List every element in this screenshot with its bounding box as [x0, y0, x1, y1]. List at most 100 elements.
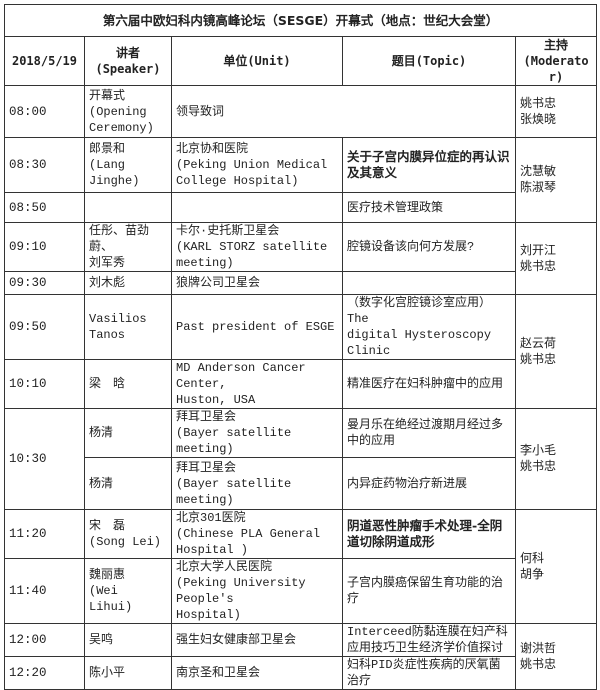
time-cell: 09:30 — [4, 271, 85, 295]
unit-cell-line: (KARL STORZ satellite — [176, 240, 328, 254]
topic-cell-line: 疗 — [347, 592, 360, 606]
speaker-cell: 宋 磊 (Song Lei) — [84, 509, 172, 559]
table-row: 10:10 梁 晗 MD Anderson Cancer Center, Huston… — [4, 359, 597, 409]
unit-cell: 北京301医院 (Chinese PLA General Hospital ) — [171, 509, 343, 559]
moderator-cell-line: 姚书忠 — [520, 657, 557, 672]
speaker-cell-line: Tanos — [89, 328, 126, 342]
unit-cell-line: (Chinese PLA General — [176, 527, 321, 541]
moderator-cell: 沈慧敏 陈淑琴 — [514, 137, 598, 223]
table-row: 09:50 Vasilios Tanos Past president of ESGE… — [4, 294, 598, 409]
time-cell: 08:00 — [4, 85, 85, 138]
unit-cell-line: 北京协和医院 — [176, 142, 249, 156]
topic-cell-line: 应用技巧卫生经济学价值探讨 — [347, 641, 504, 655]
speaker-cell-line: Ceremony) — [89, 120, 154, 135]
moderator-cell: 刘开江 姚书忠 — [514, 222, 598, 295]
table-row: 12:20 陈小平 南京圣和卫星会 妇科PID炎症性疾病的厌氧菌 治疗 — [4, 656, 597, 690]
moderator-cell-line: 姚书忠 — [520, 96, 557, 111]
speaker-cell-line: 宋 磊 — [89, 519, 126, 533]
time-cell: 08:50 — [4, 192, 85, 223]
topic-cell-line: 曼月乐在绝经过渡期月经过多 — [347, 418, 504, 432]
table-row: 10:30 杨清 拜耳卫星会 (Bayer satellite meeting) 曼月乐… — [4, 408, 598, 510]
speaker-cell-line: 刘军秀 — [89, 256, 126, 270]
moderator-cell-line: 何科 — [520, 551, 545, 566]
header-speaker-cn: 讲者 — [115, 46, 140, 60]
speaker-cell: 刘木彪 — [84, 271, 172, 295]
unit-cell: 南京圣和卫星会 — [171, 656, 343, 690]
moderator-cell-line: 姚书忠 — [520, 460, 557, 474]
unit-cell — [171, 192, 343, 223]
time-cell: 11:40 — [4, 558, 85, 624]
speaker-cell-line: 梁 晗 — [89, 377, 126, 391]
unit-cell-line: 北京301医院 — [176, 511, 246, 525]
unit-cell: MD Anderson Cancer Center, Huston, USA — [171, 359, 343, 409]
topic-cell-line: 阴道恶性肿瘤手术处理-全阴 — [347, 518, 503, 533]
topic-cell — [342, 271, 516, 295]
speaker-cell-line: 吴鸣 — [89, 633, 114, 647]
table-row: 09:10 任彤、苗劲蔚、刘军秀 卡尔·史托斯卫星会 (KARL STORZ sate… — [4, 222, 598, 295]
header-moderator-en: (Moderator) — [523, 54, 589, 84]
speaker-cell: 魏丽惠 (Wei Lihui) — [84, 558, 172, 624]
header-moderator: 主持 (Moderator) — [514, 36, 598, 86]
speaker-cell: 杨清 — [84, 408, 172, 458]
speaker-cell-line: 陈小平 — [89, 666, 126, 680]
unit-cell-line: 狼牌公司卫星会 — [176, 276, 261, 290]
speaker-cell-line: 刘木彪 — [89, 276, 126, 290]
unit-cell: 北京大学人民医院 (Peking University People's Hospi… — [171, 558, 343, 624]
unit-cell-line: 领导致词 — [176, 104, 225, 119]
time-cell: 10:10 — [4, 359, 85, 409]
speaker-cell: 杨清 — [84, 457, 172, 510]
header-date: 2018/5/19 — [4, 36, 85, 86]
unit-cell: 拜耳卫星会 (Bayer satellite meeting) — [171, 457, 343, 510]
speaker-cell: 陈小平 — [84, 656, 172, 690]
moderator-cell: 谢洪哲 姚书忠 — [514, 623, 598, 690]
header-topic: 题目(Topic) — [342, 36, 516, 86]
speaker-cell: Vasilios Tanos — [84, 294, 172, 360]
moderator-cell-line: 沈慧敏 — [520, 165, 557, 179]
unit-cell: 强生妇女健康部卫星会 — [171, 623, 343, 657]
topic-cell: 腔镜设备该向何方发展? — [342, 222, 516, 272]
unit-cell-line: (Bayer satellite meeting) — [176, 426, 292, 456]
unit-cell-line: 拜耳卫星会 — [176, 460, 237, 475]
page-title: 第六届中欧妇科内镜高峰论坛（SESGE）开幕式（地点：世纪大会堂） — [3, 4, 598, 37]
topic-cell: Interceed防黏连膜在妇产科 应用技巧卫生经济学价值探讨 — [342, 623, 516, 657]
table-row: 11:20 宋 磊 (Song Lei) 北京301医院 (Chinese PLA Ge… — [4, 509, 598, 624]
unit-cell-line: meeting) — [176, 256, 234, 270]
speaker-cell — [84, 192, 172, 223]
unit-cell-line: College Hospital) — [176, 174, 299, 188]
unit-cell-line: 北京大学人民医院 — [176, 560, 273, 574]
header-speaker-en: (Speaker) — [95, 62, 161, 76]
speaker-cell-line: Vasilios — [89, 312, 147, 326]
topic-cell: 内异症药物治疗新进展 — [342, 457, 516, 510]
speaker-cell-line: 任彤、苗劲蔚、 — [89, 224, 150, 254]
topic-cell: 精准医疗在妇科肿瘤中的应用 — [342, 359, 516, 409]
moderator-cell: 赵云荷 姚书忠 — [514, 294, 598, 409]
header-unit: 单位(Unit) — [171, 36, 343, 86]
moderator-cell-line: 刘开江 — [520, 243, 557, 258]
time-cell: 09:10 — [4, 222, 85, 272]
moderator-cell-line: 张焕晓 — [520, 112, 557, 127]
speaker-cell-line: 郎景和 — [89, 142, 126, 156]
schedule-table: 第六届中欧妇科内镜高峰论坛（SESGE）开幕式（地点：世纪大会堂） 2018/5… — [3, 4, 598, 690]
unit-cell-line: 南京圣和卫星会 — [176, 666, 261, 680]
unit-cell: 北京协和医院 (Peking Union Medical College Hospi… — [171, 137, 343, 193]
moderator-cell-line: 胡争 — [520, 567, 545, 582]
unit-cell-line: 卡尔·史托斯卫星会 — [176, 224, 280, 238]
header-speaker: 讲者 (Speaker) — [84, 36, 172, 86]
speaker-cell-line: 杨清 — [89, 426, 114, 440]
unit-cell-line: 强生妇女健康部卫星会 — [176, 633, 297, 647]
unit-cell-line: Hospital) — [176, 608, 241, 622]
table-row: 08:00 开幕式 (Opening Ceremony) 领导致词 姚书忠 张焕晓 — [4, 85, 598, 138]
speaker-cell: 梁 晗 — [84, 359, 172, 409]
topic-cell-line: 腔镜设备该向何方发展? — [347, 240, 475, 254]
topic-cell-line: （数字化宫腔镜诊室应用）The — [347, 296, 492, 326]
header-moderator-cn: 主持 — [544, 38, 569, 52]
topic-cell: 阴道恶性肿瘤手术处理-全阴 道切除阴道成形 — [342, 509, 516, 559]
speaker-cell-line: (Song Lei) — [89, 535, 162, 549]
moderator-cell: 李小毛 姚书忠 — [514, 408, 598, 510]
unit-cell-line: Hospital ) — [176, 543, 249, 557]
unit-cell-line: (Peking Union Medical — [176, 158, 328, 172]
unit-cell-line: (Bayer satellite meeting) — [176, 476, 292, 507]
unit-cell-line: Past president of ESGE — [176, 320, 335, 334]
moderator-cell: 姚书忠 张焕晓 — [514, 85, 598, 138]
topic-cell-line: 精准医疗在妇科肿瘤中的应用 — [347, 377, 504, 391]
